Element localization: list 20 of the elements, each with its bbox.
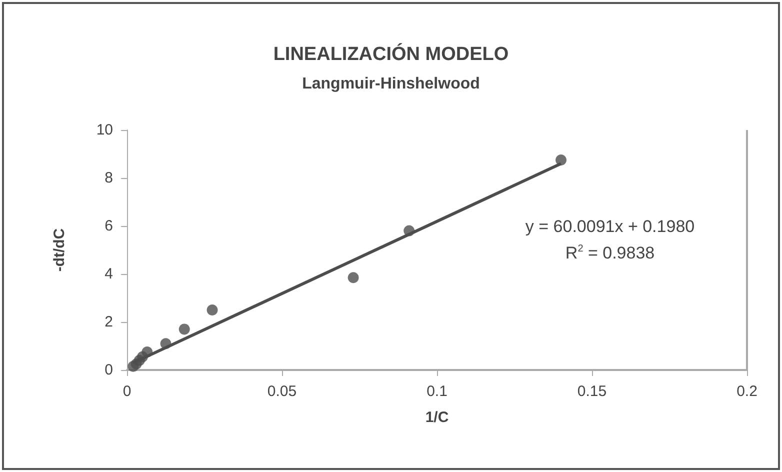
x-tick-label: 0.2 xyxy=(736,383,758,400)
x-tick-label: 0 xyxy=(122,383,132,400)
chart-title: LINEALIZACIÓN MODELO xyxy=(273,43,509,65)
y-tick-label: 10 xyxy=(96,122,113,138)
point xyxy=(556,154,566,166)
point xyxy=(348,272,359,284)
x-tick-label: 0.05 xyxy=(267,383,297,400)
x-tick-label: 0.1 xyxy=(426,383,448,400)
y-axis-title: -dt/dC xyxy=(51,228,68,272)
y-tick-label: 8 xyxy=(104,170,113,186)
x-axis-title: 1/C xyxy=(425,409,449,426)
y-tick-label: 6 xyxy=(104,218,113,234)
point xyxy=(178,324,190,335)
x-tick-label: 0.15 xyxy=(577,383,607,400)
y-tick-label: 2 xyxy=(104,314,113,330)
point xyxy=(206,304,218,316)
y-tick-label: 4 xyxy=(104,266,113,282)
annotation: y = 60.0091x + 0.1980 xyxy=(525,217,695,236)
chart-subtitle: Langmuir-Hinshelwood xyxy=(302,76,480,92)
y-tick-label: 0 xyxy=(104,362,113,378)
